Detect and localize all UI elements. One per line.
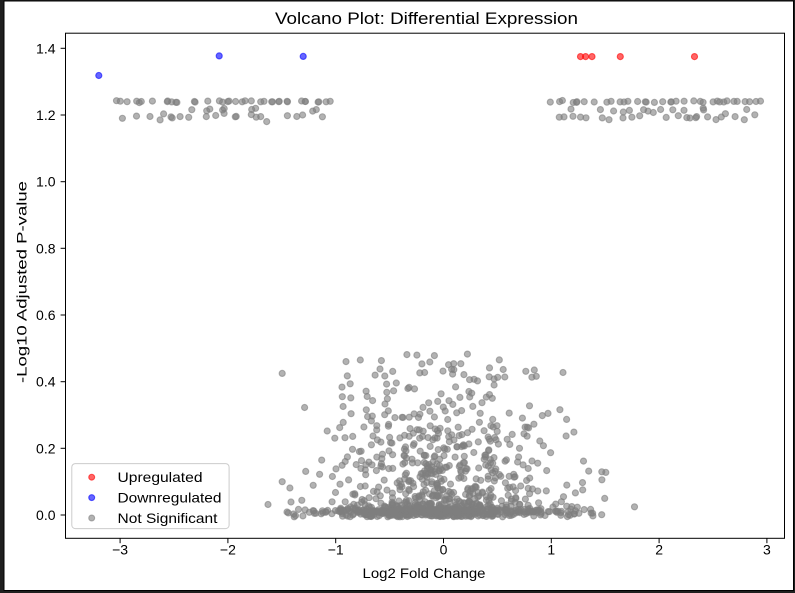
svg-text:−3: −3 (112, 542, 128, 558)
svg-text:0.0: 0.0 (36, 507, 56, 523)
svg-text:Not Significant: Not Significant (118, 510, 218, 526)
svg-text:Log2 Fold Change: Log2 Fold Change (363, 565, 486, 581)
svg-text:3: 3 (763, 542, 771, 558)
svg-text:1.2: 1.2 (36, 107, 56, 123)
svg-text:0.2: 0.2 (36, 440, 56, 456)
svg-text:1.4: 1.4 (36, 40, 56, 56)
svg-text:0.6: 0.6 (36, 307, 56, 323)
svg-text:Downregulated: Downregulated (118, 490, 222, 506)
svg-text:Upregulated: Upregulated (118, 469, 203, 485)
svg-text:1.0: 1.0 (36, 174, 56, 190)
svg-text:Volcano Plot: Differential Exp: Volcano Plot: Differential Expression (275, 9, 578, 28)
svg-text:−2: −2 (220, 542, 236, 558)
svg-text:0: 0 (440, 542, 448, 558)
svg-text:0.8: 0.8 (36, 240, 56, 256)
svg-text:0.4: 0.4 (36, 374, 56, 390)
svg-text:-Log10 Adjusted P-value: -Log10 Adjusted P-value (14, 181, 30, 383)
svg-text:−1: −1 (328, 542, 344, 558)
svg-text:2: 2 (655, 542, 663, 558)
svg-text:1: 1 (547, 542, 555, 558)
